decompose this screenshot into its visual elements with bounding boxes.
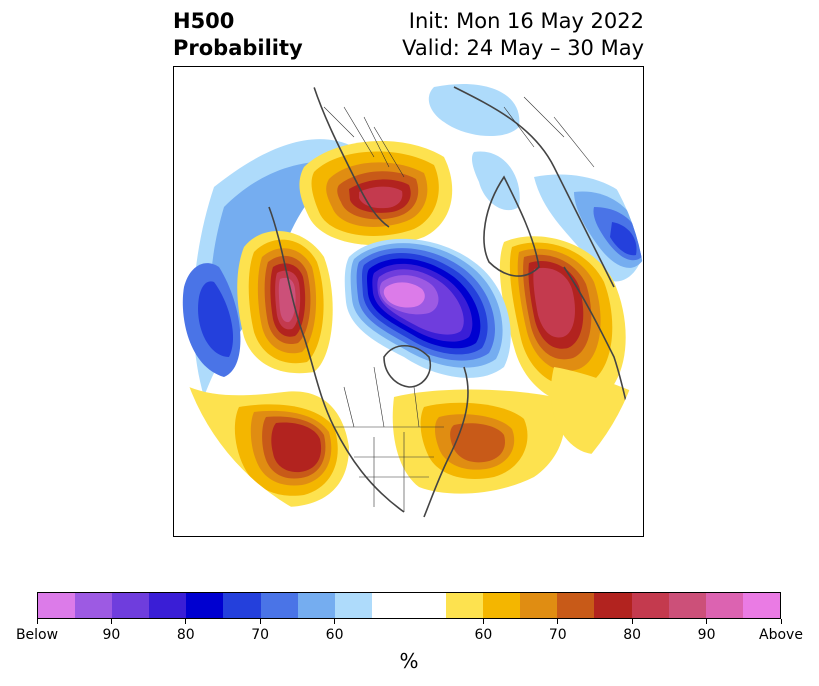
colorbar-segment [223, 593, 261, 618]
colorbar-tick-label: 60 [325, 627, 344, 643]
europe-borders [323, 106, 405, 178]
colorbar-segment [742, 593, 780, 618]
atlantic-above-60 [550, 367, 643, 455]
north-america-east-coast [423, 366, 469, 518]
forecast-dates: Init: Mon 16 May 2022 Valid: 24 May – 30… [402, 8, 644, 62]
borders [323, 96, 595, 512]
colorbar-tick-mark [259, 619, 261, 624]
colorbar-tick-mark [110, 619, 112, 624]
anomaly-fields [182, 83, 643, 507]
title-line-1: H500 [173, 9, 235, 33]
greenland-above-85 [359, 186, 403, 209]
siberia-below-center [610, 222, 637, 256]
colorbar-tick-mark [706, 619, 708, 624]
arctic-below-core [383, 282, 425, 308]
colorbar-segment [705, 593, 743, 618]
coastlines [268, 86, 635, 518]
colorbar-tick-label: Above [759, 627, 803, 643]
colorbar-segment [483, 593, 521, 618]
colorbar-tick-mark [557, 619, 559, 624]
north-atlantic-below [428, 83, 520, 137]
init-date: Init: Mon 16 May 2022 [408, 9, 644, 33]
eurasia-coast [453, 86, 615, 288]
nw-pacific-below-core [198, 281, 234, 357]
colorbar-segment [408, 593, 447, 618]
bering-above-85 [533, 267, 575, 338]
colorbar-segment [186, 593, 224, 618]
colorbar-segment [446, 593, 484, 618]
wus-above-80 [271, 422, 322, 473]
colorbar-tick-label: 90 [697, 627, 716, 643]
eus-above-75 [450, 423, 506, 463]
europe-coast [313, 86, 390, 228]
colorbar-segment [668, 593, 706, 618]
colorbar-segment [594, 593, 632, 618]
colorbar-tick-label: Below [15, 627, 59, 643]
colorbar-segment [260, 593, 298, 618]
colorbar-segment [557, 593, 595, 618]
greenland-coast [483, 175, 540, 277]
colorbar-segment [38, 593, 76, 618]
hudson-bay [383, 344, 431, 388]
colorbar-tick-mark [780, 619, 782, 624]
colorbar-tick-label: 90 [102, 627, 121, 643]
province-lines [343, 366, 420, 428]
colorbar-tick-label: 80 [623, 627, 642, 643]
colorbar-tick-mark [185, 619, 187, 624]
colorbar-tick-mark [36, 619, 38, 624]
colorbar-segment [371, 593, 409, 618]
colorbar-tick-mark [631, 619, 633, 624]
colorbar-tick-label: 80 [176, 627, 195, 643]
colorbar [37, 592, 781, 619]
colorbar-tick-label: 60 [474, 627, 493, 643]
colorbar-units: % [399, 649, 419, 673]
colorbar-segment [334, 593, 372, 618]
valid-dates: Valid: 24 May – 30 May [402, 36, 644, 60]
colorbar-segment [112, 593, 150, 618]
colorbar-segment [520, 593, 558, 618]
probability-map [182, 83, 643, 518]
colorbar-segment [75, 593, 113, 618]
chart-title: H500 Probability [173, 8, 303, 62]
colorbar-tick-mark [482, 619, 484, 624]
title-line-2: Probability [173, 36, 303, 60]
colorbar-tick-label: 70 [251, 627, 270, 643]
colorbar-segment [631, 593, 669, 618]
europe-below [471, 151, 520, 211]
nw-canada-above-90 [278, 277, 296, 323]
colorbar-tick-label: 70 [548, 627, 567, 643]
colorbar-segment [149, 593, 187, 618]
map-panel [173, 66, 644, 537]
north-america-west-coast [268, 206, 405, 513]
colorbar-tick-mark [334, 619, 336, 624]
asia-borders [503, 96, 595, 168]
state-lines-1 [354, 432, 434, 512]
colorbar-segment [297, 593, 335, 618]
